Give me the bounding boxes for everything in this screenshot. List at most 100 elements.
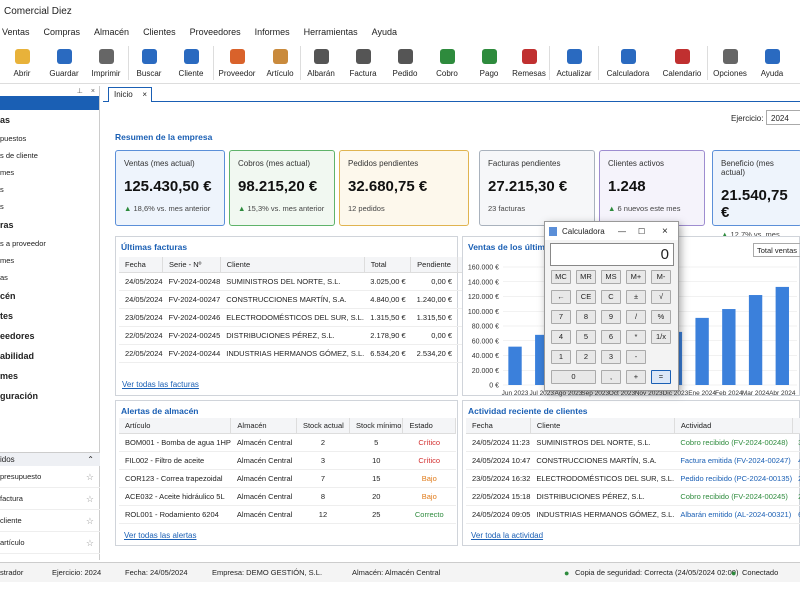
sidebar-item-guracion[interactable]: guración <box>0 391 39 401</box>
summary-card-facturas-pendientes[interactable]: Facturas pendientes 27.215,30 € 23 factura… <box>479 150 595 226</box>
favorite-articulo[interactable]: artículo ☆ <box>0 532 100 554</box>
calc-button-mr[interactable]: MR <box>576 270 596 284</box>
albaran-button[interactable]: Albarán <box>301 42 341 84</box>
menu-ventas[interactable]: Ventas <box>2 27 30 37</box>
calc-button-1[interactable]: 1 <box>551 350 571 364</box>
summary-card-cobros-mes-actual[interactable]: Cobros (mes actual) 98.215,20 € ▲ 15,3% vs… <box>229 150 335 226</box>
calc-button-key[interactable]: ± <box>626 290 646 304</box>
star-icon[interactable]: ☆ <box>85 472 94 482</box>
table-row[interactable]: 24/05/2024 10:47 CONSTRUCCIONES MARTÍN, S… <box>466 451 800 470</box>
calc-button-key[interactable]: + <box>626 370 646 384</box>
calc-button-key[interactable]: , <box>601 370 621 384</box>
table-row[interactable]: 23/05/2024 16:32 ELECTRODOMÉSTICOS DEL SU… <box>466 469 800 488</box>
calc-button-1-x[interactable]: 1/x <box>651 330 671 344</box>
actualizar-button[interactable]: Actualizar <box>550 42 598 84</box>
table-row[interactable]: 22/05/2024 15:18 DISTRIBUCIONES PÉREZ, S.… <box>466 487 800 506</box>
factura-button[interactable]: Factura <box>341 42 385 84</box>
calc-button-5[interactable]: 5 <box>576 330 596 344</box>
imprimir-button[interactable]: Imprimir <box>84 42 128 84</box>
pin-icon[interactable]: ⊥ <box>76 88 83 95</box>
articulo-button[interactable]: Artículo <box>260 42 300 84</box>
star-icon[interactable]: ☆ <box>85 516 94 526</box>
table-row[interactable]: 22/05/2024 FV-2024-00244 INDUSTRIAS HERMAN… <box>119 344 497 363</box>
menu-herramientas[interactable]: Herramientas <box>303 27 358 37</box>
calc-button-key[interactable]: - <box>626 350 646 364</box>
calc-button-key[interactable]: / <box>626 310 646 324</box>
table-row[interactable]: ACE032 - Aceite hidráulico 5L Almacén Cen… <box>119 487 456 506</box>
menu-compras[interactable]: Compras <box>43 27 81 37</box>
column-header[interactable]: Estado <box>402 418 456 434</box>
calc-button-2[interactable]: 2 <box>576 350 596 364</box>
close-icon[interactable]: × <box>90 87 95 95</box>
buscar-button[interactable]: Buscar <box>129 42 169 84</box>
calc-button-key[interactable]: * <box>626 330 646 344</box>
star-icon[interactable]: ☆ <box>85 494 94 504</box>
opciones-button[interactable]: Opciones <box>708 42 752 84</box>
calc-button-key[interactable]: ← <box>551 290 571 304</box>
sidebar-item-as[interactable]: as <box>0 115 11 125</box>
column-header[interactable]: Fecha <box>119 257 164 273</box>
ayuda-button[interactable]: Ayuda <box>752 42 792 84</box>
table-row[interactable]: 24/05/2024 11:23 SUMINISTROS DEL NORTE, S… <box>466 433 800 452</box>
calc-button-0[interactable]: 0 <box>551 370 596 384</box>
calc-button-ms[interactable]: MS <box>601 270 621 284</box>
table-row[interactable]: 24/05/2024 09:05 INDUSTRIAS HERMANOS GÓME… <box>466 505 800 524</box>
calc-button-6[interactable]: 6 <box>601 330 621 344</box>
sidebar-item-s-a-proveedor[interactable]: s a proveedor <box>0 239 46 248</box>
sidebar-selected-item[interactable] <box>0 96 99 110</box>
column-header[interactable]: Stock mínimo <box>349 418 404 434</box>
menu-proveedores[interactable]: Proveedores <box>189 27 241 37</box>
calc-button-ce[interactable]: CE <box>576 290 596 304</box>
calc-button-c[interactable]: C <box>601 290 621 304</box>
remesas-button[interactable]: Remesas <box>509 42 549 84</box>
column-header[interactable]: Actividad <box>674 418 793 434</box>
table-row[interactable]: ROL001 - Rodamiento 6204 Almacén Central 1… <box>119 505 456 524</box>
favorite-factura[interactable]: factura ☆ <box>0 488 100 510</box>
favorite-presupuesto[interactable]: presupuesto ☆ <box>0 466 100 488</box>
column-header[interactable]: Total <box>364 257 412 273</box>
chart-series-select[interactable]: Total ventas <box>753 243 800 257</box>
abrir-button[interactable]: Abrir <box>0 42 44 84</box>
chart-bar[interactable] <box>508 346 522 385</box>
sidebar-item-tes[interactable]: tes <box>0 311 14 321</box>
chevron-up-icon[interactable]: ⌃ <box>87 455 94 464</box>
menu-ayuda[interactable]: Ayuda <box>371 27 398 37</box>
proveedor-button[interactable]: Proveedor <box>214 42 260 84</box>
sidebar-item-puestos[interactable]: puestos <box>0 134 27 143</box>
calc-button-7[interactable]: 7 <box>551 310 571 324</box>
menu-almacen[interactable]: Almacén <box>94 27 130 37</box>
chart-bar[interactable] <box>748 295 763 385</box>
sidebar-item-s[interactable]: s <box>0 185 4 194</box>
chart-bar[interactable] <box>775 286 789 385</box>
summary-card-clientes-activos[interactable]: Clientes activos 1.248 ▲ 6 nuevos este mes <box>599 150 705 226</box>
sidebar-item-ras[interactable]: ras <box>0 220 14 230</box>
calc-button-mc[interactable]: MC <box>551 270 571 284</box>
summary-card-ventas-mes-actual[interactable]: Ventas (mes actual) 125.430,50 € ▲ 18,6% v… <box>115 150 225 226</box>
sidebar-item-cen[interactable]: cén <box>0 291 16 301</box>
cobro-button[interactable]: Cobro <box>425 42 469 84</box>
table-row[interactable]: 24/05/2024 FV-2024-00248 SUMINISTROS DEL N… <box>119 272 497 291</box>
table-row[interactable]: 22/05/2024 FV-2024-00245 DISTRIBUCIONES PÉ… <box>119 326 497 345</box>
pago-button[interactable]: Pago <box>469 42 509 84</box>
calc-button-m[interactable]: M+ <box>626 270 646 284</box>
sidebar-item-s-de-cliente[interactable]: s de cliente <box>0 151 38 160</box>
calendario-button[interactable]: Calendario <box>657 42 707 84</box>
sidebar-item-eedores[interactable]: eedores <box>0 331 35 341</box>
table-row[interactable]: FIL002 - Filtro de aceite Almacén Central… <box>119 451 456 470</box>
menu-informes[interactable]: Informes <box>254 27 290 37</box>
column-header[interactable]: Pendiente <box>410 257 458 273</box>
calc-button-key[interactable]: = <box>651 370 671 384</box>
sidebar-item-abilidad[interactable]: abilidad <box>0 351 35 361</box>
calc-button-9[interactable]: 9 <box>601 310 621 324</box>
summary-card-beneficio-mes-actual[interactable]: Beneficio (mes actual) 21.540,75 € ▲ 12,7%… <box>712 150 800 248</box>
table-row[interactable]: COR123 - Correa trapezoidal Almacén Centr… <box>119 469 456 488</box>
star-icon[interactable]: ☆ <box>85 538 94 548</box>
view-all-activity-link[interactable]: Ver toda la actividad <box>471 531 544 540</box>
column-header[interactable]: Almacén <box>230 418 297 434</box>
tab-inicio[interactable]: Inicio × <box>108 87 152 102</box>
minimize-icon[interactable]: — <box>618 226 626 236</box>
column-header[interactable]: Artículo <box>119 418 232 434</box>
sidebar-item-s[interactable]: s <box>0 202 4 211</box>
cliente-button[interactable]: Cliente <box>169 42 213 84</box>
sidebar-item-mes[interactable]: mes <box>0 371 19 381</box>
